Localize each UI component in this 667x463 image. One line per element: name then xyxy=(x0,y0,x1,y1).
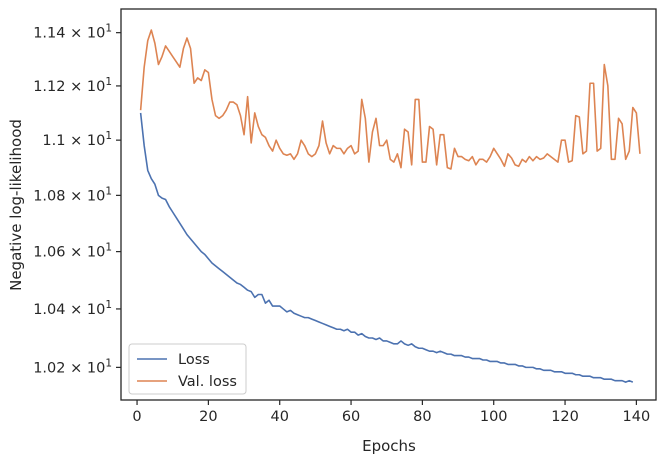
x-axis: 0 20 40 60 80 100 120 140 xyxy=(132,400,650,425)
y-tick-label: 1.08 × 101 xyxy=(33,185,112,204)
y-tick-label: 1.02 × 101 xyxy=(33,357,112,376)
series-layer xyxy=(139,29,641,383)
x-tick-label: 60 xyxy=(342,409,360,425)
y-tick-label: 1.14 × 101 xyxy=(33,23,112,42)
legend: Loss Val. loss xyxy=(128,343,247,395)
plot-area xyxy=(120,8,657,401)
legend-label-val-loss: Val. loss xyxy=(178,374,237,390)
x-tick-label: 0 xyxy=(132,409,141,425)
series-line-loss xyxy=(139,112,634,383)
series-line-val-loss xyxy=(139,29,641,170)
x-tick-label: 40 xyxy=(270,409,288,425)
y-axis: 1.02 × 101 1.04 × 101 1.06 × 101 1.08 × 101… xyxy=(33,23,121,376)
y-tick-label: 1.12 × 101 xyxy=(33,76,112,95)
x-tick-label: 140 xyxy=(623,409,651,425)
x-tick-label: 100 xyxy=(480,409,508,425)
axes-frame xyxy=(120,8,657,401)
x-tick-label: 20 xyxy=(199,409,217,425)
legend-label-loss: Loss xyxy=(178,352,210,368)
x-tick-label: 80 xyxy=(413,409,431,425)
x-tick-label: 120 xyxy=(551,409,579,425)
y-axis-label: Negative log-likelihood xyxy=(7,119,25,291)
y-tick-label: 1.06 × 101 xyxy=(33,242,112,261)
x-axis-label: Epochs xyxy=(362,437,416,455)
y-tick-label: 1.1 × 101 xyxy=(42,130,112,149)
y-tick-label: 1.04 × 101 xyxy=(33,299,112,318)
